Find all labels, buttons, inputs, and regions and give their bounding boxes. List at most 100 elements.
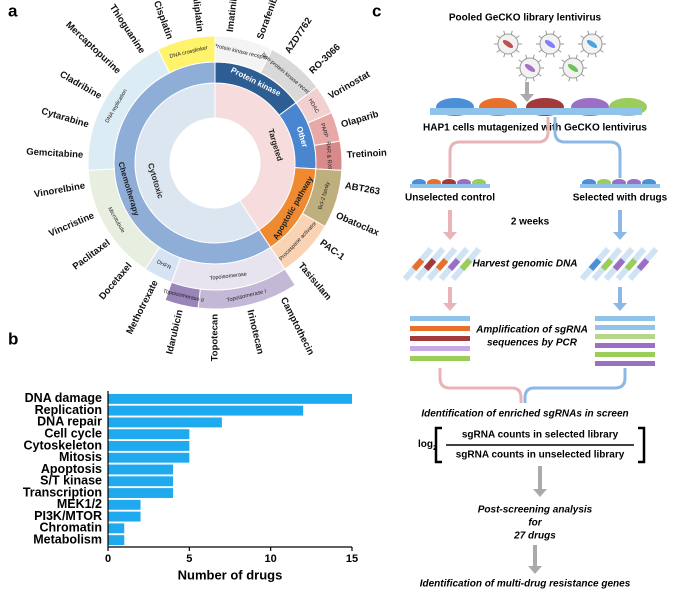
step-label: Unselected control — [405, 193, 495, 204]
virus-spike — [518, 73, 523, 77]
bar — [108, 488, 174, 498]
sgrna-band — [595, 343, 655, 348]
drug-label: Imatinib — [225, 0, 240, 33]
x-tick-label: 5 — [186, 553, 192, 565]
merge-line — [438, 368, 523, 403]
arrow-head — [528, 566, 542, 574]
drug-label: Paclitaxel — [71, 237, 113, 272]
virus-spike — [525, 54, 528, 59]
virus-genome — [502, 39, 514, 49]
virus-spike — [532, 77, 535, 82]
y-tick-label: Metabolism — [33, 532, 102, 546]
sgrna-band — [595, 325, 655, 330]
bar — [108, 393, 352, 404]
virus-genome — [544, 39, 556, 49]
virus-spike — [561, 73, 566, 77]
drug-label: Oxaliplatin — [189, 0, 206, 33]
sgrna-band — [410, 346, 470, 351]
y-tick-label: Cytoskeleton — [24, 438, 103, 452]
bracket — [638, 426, 646, 464]
drug-label: Mercaptopurine — [63, 20, 122, 77]
y-tick-label: PI3K/MTOR — [34, 509, 102, 523]
virus-spike — [580, 49, 585, 53]
sgrna-insert — [447, 258, 461, 271]
virus-spike — [503, 30, 506, 35]
bar — [108, 499, 141, 510]
sgrna-insert — [636, 258, 650, 271]
drug-label: RO-3066 — [307, 42, 343, 76]
virus-spike — [510, 53, 513, 58]
sgrna-insert — [588, 258, 602, 271]
drug-label: Methotrexate — [124, 278, 160, 336]
sgrna-band — [595, 352, 655, 357]
virus-spike — [552, 53, 555, 58]
drug-label: Obatoclax — [334, 210, 381, 239]
virus-spike — [587, 53, 590, 58]
log: log — [418, 439, 433, 450]
virus-spike — [537, 73, 542, 77]
sgrna-band — [595, 334, 655, 339]
numerator: sgRNA counts in selected library — [462, 430, 619, 441]
x-tick-label: 10 — [265, 553, 277, 565]
x-tick-label: 15 — [346, 553, 358, 565]
virus-spike — [575, 54, 578, 59]
sgrna-band — [595, 316, 655, 321]
drug-label: Camptothecin — [278, 295, 316, 357]
step-label: 27 drugs — [513, 531, 556, 542]
sgrna-insert — [435, 258, 449, 271]
bar — [108, 429, 190, 440]
virus-spike — [496, 49, 501, 53]
arrow-head — [443, 232, 457, 240]
drug-label: Vinorelbine — [33, 181, 86, 201]
virus-spike — [594, 30, 597, 35]
virus-spike — [580, 59, 585, 63]
sgrna-insert — [600, 258, 614, 271]
sgrna-band — [410, 356, 470, 361]
drug-label: Tasisulam — [296, 261, 334, 303]
y-tick-label: MEK1/2 — [57, 497, 102, 511]
step-label: Identification of multi-drug resistance … — [420, 579, 631, 590]
cell-layer — [410, 184, 490, 188]
virus-spike — [580, 35, 585, 39]
step-label: Post-screening analysis — [478, 505, 593, 516]
bar — [108, 476, 174, 487]
sgrna-insert — [423, 258, 437, 271]
sgrna-insert — [459, 258, 473, 271]
virus-spike — [515, 35, 520, 39]
drug-label: Cladribine — [58, 69, 104, 102]
y-tick-label: Transcription — [23, 485, 102, 499]
y-tick-label: DNA repair — [37, 415, 102, 429]
drug-label: Thioguanine — [107, 3, 147, 56]
sgrna-band — [410, 336, 470, 341]
panel-label: b — [8, 329, 18, 348]
virus-spike — [568, 77, 571, 82]
bar — [108, 452, 190, 463]
virus-spike — [599, 35, 604, 39]
drug-label: Topotecan — [210, 314, 221, 362]
virus-spike — [515, 49, 520, 53]
virus-spike — [557, 49, 562, 53]
sgrna-insert — [612, 258, 626, 271]
drug-label: Vorinostat — [327, 69, 373, 102]
cell-layer — [580, 184, 660, 188]
panel-label: a — [8, 1, 18, 20]
arrow-head — [533, 489, 547, 497]
step-label: Pooled GeCKO library lentivirus — [449, 13, 602, 24]
virus-spike — [561, 59, 566, 63]
bar — [108, 441, 190, 451]
segment-label: PARP — [319, 123, 329, 139]
drug-label: PAC-1 — [318, 237, 347, 263]
split-line — [553, 117, 622, 178]
bar — [108, 511, 141, 522]
arrow-head — [443, 303, 457, 311]
bar — [108, 535, 125, 546]
y-tick-label: Apoptosis — [41, 462, 102, 476]
drug-label: Sorafenib — [255, 0, 280, 41]
bar — [108, 464, 174, 475]
sgrna-band — [595, 361, 655, 366]
virus-spike — [594, 53, 597, 58]
step-label: 2 weeks — [511, 217, 550, 228]
virus-genome — [567, 63, 579, 73]
virus-spike — [545, 53, 548, 58]
